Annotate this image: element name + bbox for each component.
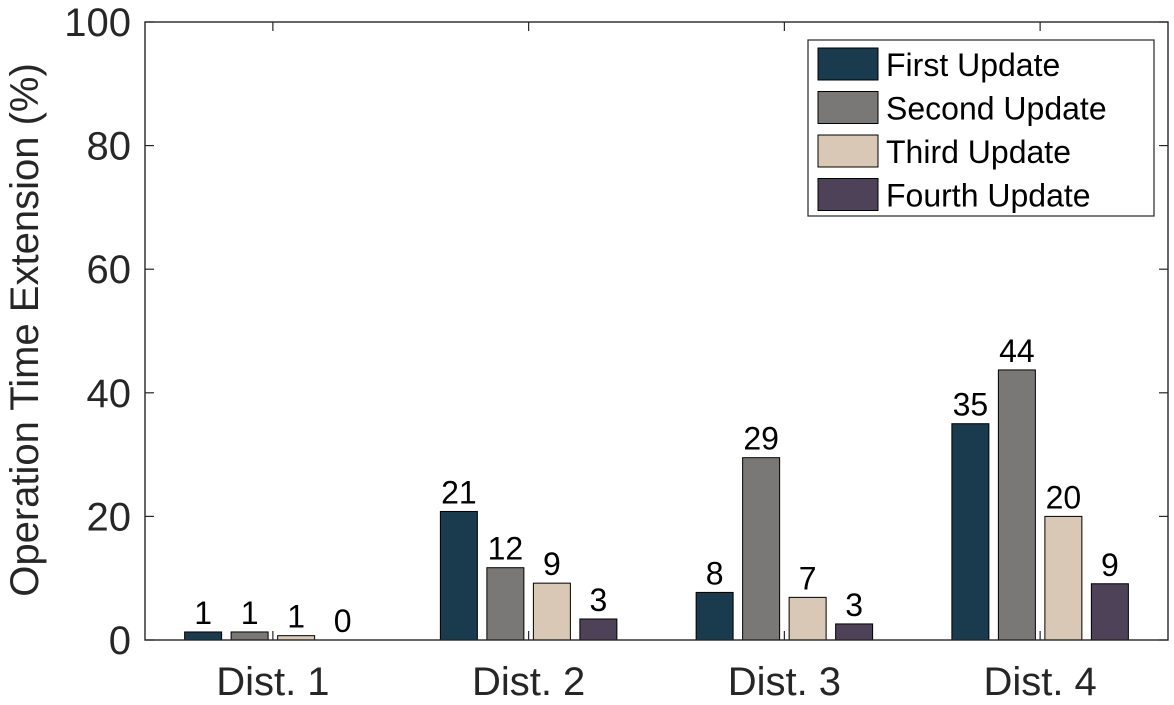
bar-3-4	[1044, 515, 1083, 641]
bar-2-2	[486, 567, 525, 641]
legend-label: Second Update	[886, 91, 1107, 127]
bar-1-1	[184, 631, 223, 641]
y-tick-label: 100	[64, 1, 131, 45]
data-label: 1	[287, 599, 305, 635]
legend-label: Third Update	[886, 134, 1071, 170]
data-label: 3	[589, 582, 607, 618]
bar-1-2	[439, 510, 478, 641]
data-label: 1	[194, 595, 212, 631]
data-label: 35	[953, 387, 989, 423]
data-label: 8	[706, 555, 724, 591]
y-tick-label: 40	[87, 372, 132, 416]
x-tick-label: Dist. 3	[728, 660, 841, 700]
legend-swatch	[817, 47, 879, 81]
data-label: 3	[845, 587, 863, 623]
data-label: 1	[241, 595, 259, 631]
x-tick-label: Dist. 4	[983, 660, 1096, 700]
data-label: 12	[488, 531, 524, 567]
data-label: 0	[334, 603, 352, 639]
bar-2-1	[230, 631, 269, 641]
y-tick-label: 80	[87, 125, 132, 169]
data-label: 29	[743, 421, 779, 457]
data-label: 21	[441, 474, 477, 510]
bar-2-3	[742, 457, 781, 641]
y-axis-label: Operation Time Extension (%)	[3, 63, 47, 597]
legend-swatch	[817, 178, 879, 211]
legend-swatch	[817, 91, 879, 124]
bar-1-4	[951, 423, 990, 641]
legend-label: Fourth Update	[886, 178, 1091, 214]
data-label: 9	[543, 546, 561, 582]
bar-4-3	[835, 623, 874, 641]
legend-label: First Update	[886, 47, 1060, 83]
bar-4-2	[579, 618, 618, 641]
x-tick-label: Dist. 1	[216, 660, 329, 700]
y-tick-label: 0	[109, 619, 131, 663]
bar-2-4	[997, 369, 1036, 641]
bar-4-4	[1090, 583, 1129, 641]
data-label: 7	[799, 560, 817, 596]
legend: First Update Second Update Third Update Fou…	[807, 39, 1155, 217]
bar-3-2	[532, 582, 571, 641]
data-label: 44	[999, 333, 1035, 369]
x-tick-label: Dist. 2	[472, 660, 585, 700]
bar-3-3	[788, 596, 827, 641]
legend-swatch	[817, 134, 879, 168]
axes-box	[144, 21, 1169, 641]
data-label: 20	[1046, 479, 1082, 515]
data-label: 9	[1101, 547, 1119, 583]
bar-1-3	[695, 591, 734, 641]
y-tick-label: 20	[87, 495, 132, 539]
y-tick-label: 60	[87, 248, 132, 292]
